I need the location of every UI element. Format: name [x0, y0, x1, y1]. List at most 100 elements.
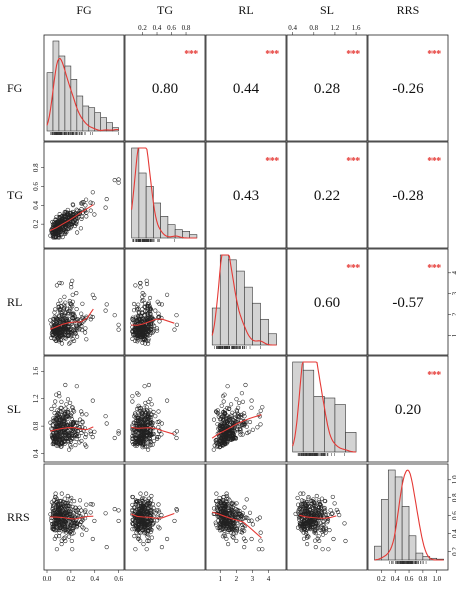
scatter-point [174, 313, 179, 318]
scatter-point [242, 505, 247, 510]
scatter-point [90, 536, 95, 542]
scatter-point [79, 412, 85, 417]
axis-ticks: 0.2 0.4 0.6 0.8 0.4 0.8 1.2 1.6 0.0 0.2 0.4 0.6 1 2 3 4… [32, 24, 456, 583]
panel-frame [205, 248, 287, 356]
scatter-point [84, 337, 89, 342]
scatter-point [224, 491, 229, 496]
scatter-point [224, 496, 229, 501]
scatter-point [142, 531, 147, 536]
scatter-point [90, 502, 95, 507]
scatter-point [298, 527, 303, 532]
scatter-point [55, 498, 60, 504]
scatter-point [68, 211, 73, 216]
scatter-point [84, 502, 89, 507]
scatter-point [75, 208, 80, 213]
scatter-point [154, 326, 160, 331]
scatter-point [137, 498, 142, 504]
scatter-point [84, 197, 89, 202]
scatter-point [174, 435, 179, 441]
scatter-point [50, 522, 55, 527]
scatter-point [149, 527, 154, 532]
scatter-point [77, 322, 82, 327]
histogram-bar [131, 147, 140, 239]
scatter-point [130, 394, 135, 399]
scatter-point [154, 435, 160, 440]
scatter-point [51, 439, 56, 444]
scatter-point [132, 301, 137, 307]
scatter-point [83, 330, 88, 335]
scatter-point [215, 525, 220, 530]
scatter-point [51, 503, 56, 509]
scatter-point [112, 507, 117, 512]
scatter-point [217, 495, 222, 500]
scatter-point [53, 318, 58, 323]
scatter-point [140, 411, 145, 417]
scatter-point [144, 405, 149, 410]
scatter-point [142, 405, 147, 410]
histogram-bar [236, 270, 245, 346]
scatter-point [147, 418, 153, 424]
scatter-point [82, 509, 87, 514]
panel-sl-rrs: *** 0.20 [367, 355, 449, 463]
scatter-point [313, 538, 318, 543]
scatter-point [142, 496, 147, 501]
scatter-point [329, 511, 334, 517]
scatter-point [71, 212, 76, 217]
significance-stars: *** [265, 156, 279, 167]
scatter-point [59, 399, 64, 404]
scatter-point [62, 223, 67, 229]
panel-frame [43, 34, 125, 142]
row-label-tg: TG [7, 188, 23, 202]
scatter-point [135, 391, 140, 396]
panel-frame [286, 355, 368, 463]
scatter-point [249, 398, 254, 403]
scatter-point [52, 536, 57, 541]
scatter-point [77, 440, 82, 445]
scatter-point [220, 440, 225, 446]
scatter-point [220, 442, 225, 447]
scatter-point [260, 547, 265, 552]
scatter-point [147, 295, 153, 301]
histogram-bar [334, 404, 346, 453]
scatter-point [74, 384, 79, 389]
scatter-point [148, 443, 153, 448]
scatter-point [219, 528, 224, 533]
histogram-bar [313, 396, 325, 453]
scatter-point [69, 435, 75, 440]
scatter-point [155, 328, 160, 333]
scatter-point [218, 507, 223, 512]
scatter-point [149, 412, 154, 417]
scatter-point [150, 330, 155, 335]
scatter-point [141, 500, 146, 506]
scatter-point [57, 215, 62, 220]
scatter-point [58, 298, 63, 303]
scatter-point [130, 502, 135, 507]
scatter-point [61, 536, 66, 541]
scatter-point [73, 505, 78, 510]
scatter-point [132, 327, 138, 332]
tick-label-rl: 2 [451, 312, 456, 316]
scatter-point [134, 428, 139, 433]
scatter-point [90, 398, 95, 403]
scatter-point [134, 436, 139, 441]
tick-label-sl: 1.2 [331, 24, 340, 32]
scatter-point [90, 190, 95, 195]
smoother-line [49, 426, 94, 432]
scatter-point [134, 316, 139, 321]
scatter-point [156, 508, 161, 513]
scatter-point [145, 414, 151, 419]
histogram-bar [182, 231, 190, 239]
tick-label-rl: 2 [235, 575, 239, 583]
scatter-point [337, 513, 342, 518]
scatter-point [146, 409, 151, 414]
scatter-point [258, 422, 263, 427]
scatter-point [63, 382, 68, 388]
scatter-point [313, 521, 318, 526]
scatter-point [148, 397, 153, 402]
scatter-point [159, 421, 164, 426]
scatter-point [65, 210, 70, 215]
scatter-point [219, 415, 224, 420]
scatter-point [315, 524, 321, 529]
panel-fg-sl: *** 0.28 [286, 34, 368, 142]
smoother-line [130, 512, 175, 519]
